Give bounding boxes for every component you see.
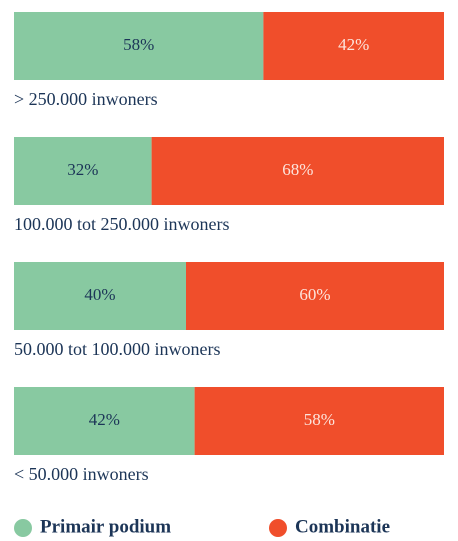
category-label: > 250.000 inwoners	[14, 89, 158, 109]
bar-segment	[14, 387, 195, 455]
bar-segment	[14, 137, 152, 205]
bar-segment	[263, 12, 444, 80]
legend-swatch	[269, 519, 287, 537]
bar-segment	[14, 12, 264, 80]
bar-segment	[194, 387, 444, 455]
value-label: 40%	[84, 285, 115, 304]
value-label: 60%	[299, 285, 330, 304]
bar-segment	[14, 262, 186, 330]
value-label: 68%	[282, 160, 313, 179]
legend-label: Combinatie	[295, 516, 390, 537]
category-label: < 50.000 inwoners	[14, 464, 149, 484]
value-label: 58%	[304, 410, 335, 429]
category-label: 50.000 tot 100.000 inwoners	[14, 339, 221, 359]
value-label: 32%	[67, 160, 98, 179]
legend-label: Primair podium	[40, 516, 171, 537]
category-label: 100.000 tot 250.000 inwoners	[14, 214, 230, 234]
value-label: 42%	[338, 35, 369, 54]
bar-segment	[151, 137, 444, 205]
bar-segment	[186, 262, 444, 330]
value-label: 42%	[89, 410, 120, 429]
legend-swatch	[14, 519, 32, 537]
value-label: 58%	[123, 35, 154, 54]
